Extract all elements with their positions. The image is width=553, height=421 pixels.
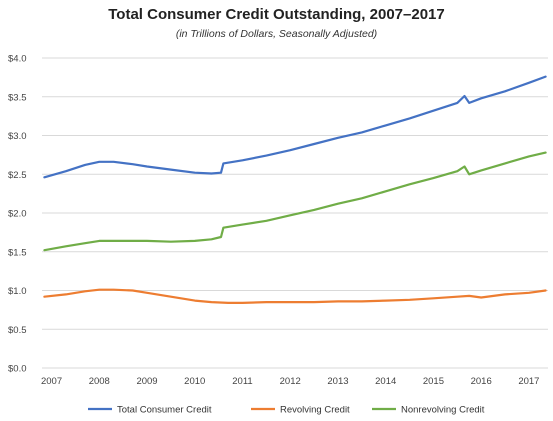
- y-tick-label: $0.5: [8, 325, 27, 336]
- legend-label: Nonrevolving Credit: [401, 405, 485, 416]
- legend-label: Revolving Credit: [280, 405, 350, 416]
- y-tick-label: $4.0: [8, 54, 27, 65]
- x-tick-label: 2012: [280, 376, 301, 387]
- x-tick-label: 2009: [136, 376, 157, 387]
- x-tick-label: 2007: [41, 376, 62, 387]
- x-tick-label: 2010: [184, 376, 205, 387]
- chart-title: Total Consumer Credit Outstanding, 2007–…: [108, 6, 445, 23]
- y-tick-label: $2.5: [8, 170, 27, 181]
- y-tick-label: $1.0: [8, 286, 27, 297]
- legend-label: Total Consumer Credit: [117, 405, 212, 416]
- series-line-2: [43, 151, 547, 252]
- series-line-0: [43, 75, 547, 179]
- chart-subtitle: (in Trillions of Dollars, Seasonally Adj…: [175, 28, 378, 40]
- y-tick-label: $3.0: [8, 131, 27, 142]
- x-tick-label: 2017: [518, 376, 539, 387]
- x-tick-label: 2008: [89, 376, 110, 387]
- y-tick-label: $2.0: [8, 209, 27, 220]
- x-tick-label: 2014: [375, 376, 396, 387]
- x-tick-label: 2015: [423, 376, 444, 387]
- series-line-1: [43, 288, 547, 304]
- y-tick-label: $1.5: [8, 247, 27, 258]
- y-tick-label: $3.5: [8, 92, 27, 103]
- x-tick-label: 2013: [327, 376, 348, 387]
- x-tick-label: 2011: [232, 376, 252, 387]
- y-tick-label: $0.0: [8, 364, 27, 375]
- x-tick-label: 2016: [471, 376, 492, 387]
